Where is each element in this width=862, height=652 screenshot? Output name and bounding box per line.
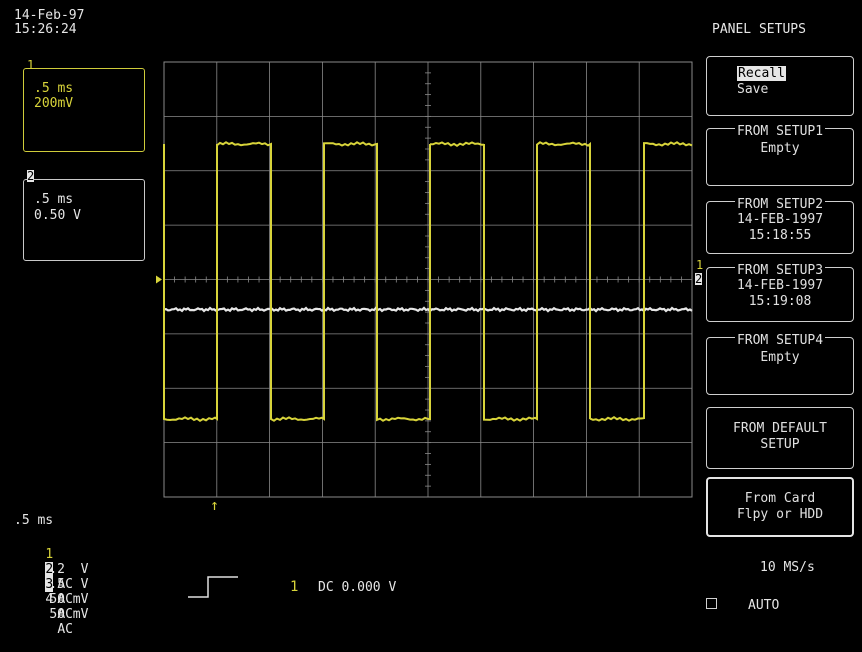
channel-settings-list: 1 .2 V AC 2 .5 V AC 3 50 mV AC 4 50 mV A…	[14, 532, 88, 637]
channel-1-tag: 1	[27, 58, 35, 72]
waveform-traces	[163, 141, 693, 422]
channel-coupling: AC	[57, 607, 73, 622]
menu-title: PANEL SETUPS	[712, 22, 806, 37]
setup2-title: FROM SETUP2	[734, 197, 826, 212]
setup1-line1: Empty	[760, 141, 800, 156]
recall-option[interactable]: Recall	[737, 66, 786, 81]
channel-2-volts: 0.50 V	[34, 208, 81, 223]
channel-num: 2	[45, 562, 54, 577]
setup4-title: FROM SETUP4	[734, 333, 826, 348]
setup4-line1: Empty	[760, 350, 800, 365]
channel-2-timebase: .5 ms	[34, 192, 74, 207]
channel-1-trace	[163, 141, 693, 422]
trigger-level-arrow	[156, 275, 162, 284]
from-card-line1: From Card	[744, 491, 816, 506]
channel-settings-row-2[interactable]: 2 .5 V AC	[14, 547, 88, 607]
channel-volts: .5 V	[49, 577, 89, 592]
setup1-title: FROM SETUP1	[734, 124, 826, 139]
channel-1-timebase: .5 ms	[34, 81, 74, 96]
setup1-button[interactable]: FROM SETUP1 Empty	[706, 124, 854, 186]
channel-settings-row-3[interactable]: 3 50 mV AC	[14, 562, 88, 622]
setup3-line2: 15:19:08	[748, 294, 812, 309]
default-setup-line2: SETUP	[760, 437, 800, 452]
date-label: 14-Feb-97	[14, 8, 85, 23]
setup3-title: FROM SETUP3	[734, 263, 826, 278]
channel-num: 3	[45, 577, 54, 592]
setup2-line2: 15:18:55	[748, 228, 812, 243]
channel-1-volts: 200mV	[34, 96, 74, 111]
channel-volts: 50 mV	[49, 592, 89, 607]
channel-2-tag: 2	[27, 169, 35, 183]
channel-coupling: AC	[57, 622, 73, 637]
trigger-channel: 1	[290, 579, 299, 595]
channel-num: 4	[45, 592, 54, 607]
setup4-button[interactable]: FROM SETUP4 Empty	[706, 333, 854, 395]
channel-num: 1	[45, 547, 54, 562]
time-label: 15:26:24	[14, 22, 77, 37]
channel-2-box[interactable]: .5 ms 0.50 V	[23, 179, 145, 261]
default-setup-button[interactable]: FROM DEFAULT SETUP	[706, 407, 854, 469]
setup2-button[interactable]: FROM SETUP2 14-FEB-1997 15:18:55	[706, 197, 854, 254]
default-setup-line1: FROM DEFAULT	[733, 421, 827, 436]
trigger-position-arrow: ↑	[210, 496, 220, 514]
sample-rate: 10 MS/s	[760, 560, 815, 575]
save-option[interactable]: Save	[737, 82, 769, 97]
setup2-line1: 14-FEB-1997	[736, 212, 824, 227]
channel-coupling: AC	[57, 592, 73, 607]
trigger-edge-icon	[188, 576, 238, 598]
channel-2-trace	[163, 306, 693, 313]
channel-2-level-marker: 2	[695, 272, 703, 286]
channel-volts: .2 V	[49, 562, 89, 577]
trigger-level: DC 0.000 V	[318, 580, 397, 595]
trigger-mode: AUTO	[748, 598, 780, 613]
setup3-line1: 14-FEB-1997	[736, 278, 824, 293]
channel-settings-row-1[interactable]: 1 .2 V AC	[14, 532, 88, 592]
graticule-grid	[156, 61, 693, 498]
channel-volts: 50 mV	[49, 607, 89, 622]
channel-1-box[interactable]: .5 ms 200mV	[23, 68, 145, 152]
channel-coupling: AC	[57, 577, 73, 592]
status-square-icon	[706, 598, 717, 609]
from-card-line2: Flpy or HDD	[736, 507, 824, 522]
scope-display	[156, 61, 693, 498]
from-card-button[interactable]: From Card Flpy or HDD	[706, 477, 854, 537]
bottom-timebase: .5 ms	[14, 513, 54, 528]
recall-save-button[interactable]: Recall Save	[706, 56, 854, 116]
channel-1-level-marker: 1	[696, 258, 704, 272]
setup3-button[interactable]: FROM SETUP3 14-FEB-1997 15:19:08	[706, 263, 854, 322]
